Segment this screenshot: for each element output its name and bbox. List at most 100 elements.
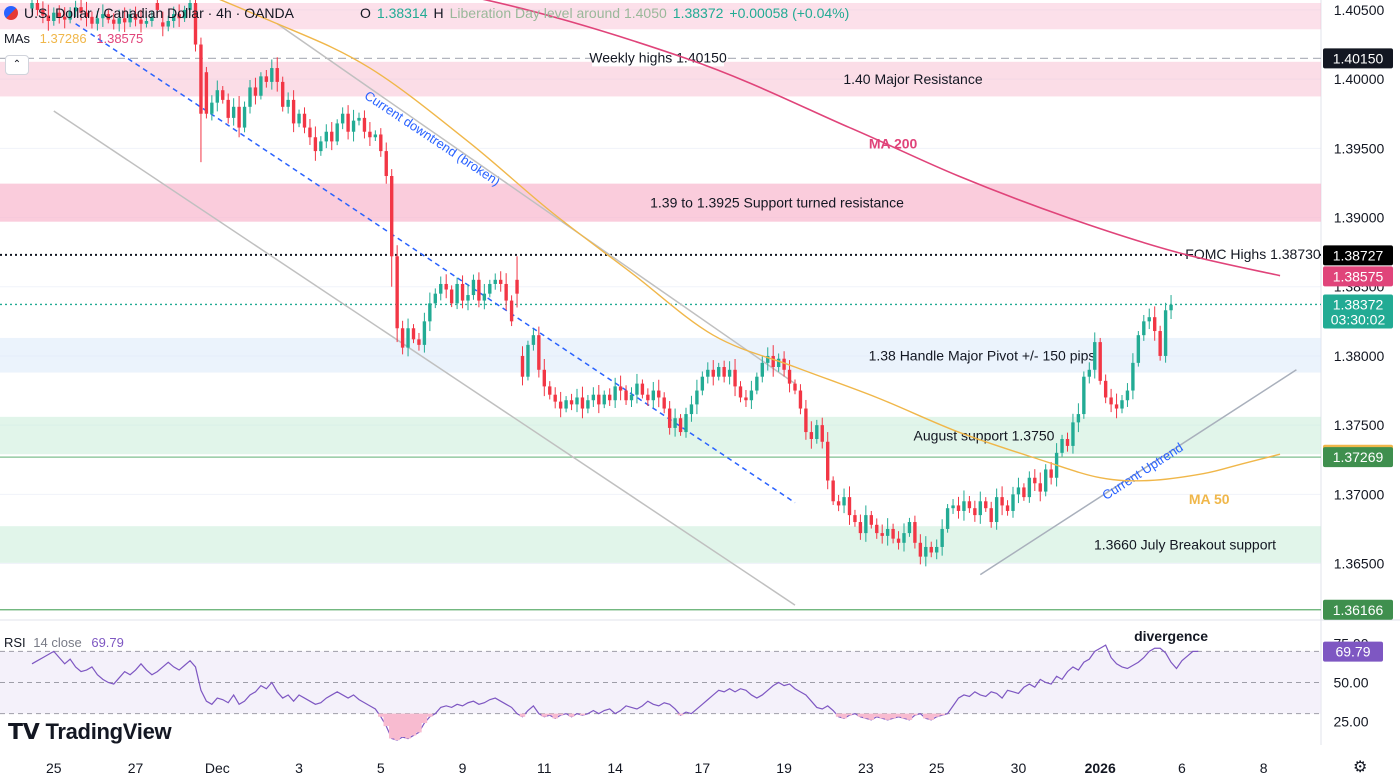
candle-body	[891, 528, 895, 539]
candle-body	[226, 99, 230, 118]
candle-body	[1153, 317, 1157, 332]
zone-resistance	[0, 61, 1321, 97]
candle-body	[766, 355, 770, 363]
candle-body	[172, 14, 176, 21]
time-tick-label: 14	[607, 760, 623, 776]
candle-body	[57, 12, 61, 17]
candle-body	[967, 501, 972, 509]
candle-body	[488, 283, 492, 294]
candle-body	[771, 355, 775, 368]
time-tick-label: 25	[929, 760, 945, 776]
time-tick-label: 8	[1260, 760, 1268, 776]
ohlc-change: +0.00058 (+0.04%)	[729, 5, 850, 21]
candle-body	[994, 497, 999, 523]
ohlc-high-label: H	[433, 5, 444, 21]
price-label-text: 1.36166	[1333, 602, 1384, 618]
candle-body	[869, 515, 873, 525]
zone-label: August support 1.3750	[914, 428, 1055, 444]
candle-body	[291, 99, 296, 124]
candle-body	[842, 497, 846, 506]
zone-label: 1.40 Major Resistance	[843, 71, 983, 87]
candle-body	[161, 22, 165, 27]
candle-body	[749, 390, 754, 401]
candle-body	[602, 394, 606, 405]
candle-body	[973, 508, 977, 516]
candle-body	[940, 528, 944, 547]
candle-body	[935, 546, 939, 553]
candle-body	[182, 9, 187, 19]
candle-body	[215, 90, 219, 103]
rsi-legend-value: 69.79	[91, 635, 124, 650]
price-label-text: 1.38372	[1333, 296, 1384, 312]
candle-body	[673, 418, 677, 428]
ma-legend[interactable]: MAs 1.37286 1.38575	[4, 31, 143, 46]
candle-body	[586, 400, 590, 409]
price-label-box	[1323, 245, 1393, 266]
ma200-legend-value: 1.38575	[96, 31, 144, 46]
rsi-legend[interactable]: RSI 14 close 69.79	[4, 635, 124, 650]
candle-body	[449, 289, 454, 304]
candle-body	[351, 120, 356, 132]
candle-body	[526, 344, 530, 377]
price-tick-label: 1.38000	[1334, 348, 1385, 364]
gear-icon[interactable]: ⚙	[1353, 759, 1368, 776]
candle-body	[907, 522, 912, 534]
candle-body	[346, 113, 350, 132]
candle-body	[569, 400, 574, 405]
candle-body	[433, 293, 437, 304]
candle-body	[68, 11, 72, 20]
candle-body	[193, 3, 198, 45]
candle-body	[253, 87, 258, 96]
candle-body	[422, 321, 427, 345]
candle-body	[199, 44, 203, 114]
hline-label-bg	[1187, 246, 1319, 263]
tradingview-logo[interactable]: 𝗧𝗩 TradingView	[8, 719, 172, 745]
candle-body	[836, 501, 841, 506]
candle-body	[1131, 362, 1135, 391]
annotation-label: MA 50	[1189, 491, 1230, 507]
candle-body	[537, 335, 541, 370]
candle-body	[460, 283, 465, 301]
candle-body	[548, 386, 552, 395]
candle-body	[1142, 321, 1146, 336]
brand-text: TradingView	[45, 719, 172, 744]
time-tick-label: 6	[1178, 760, 1186, 776]
price-axis[interactable]: 1.405001.400001.395001.390001.385001.380…	[1323, 2, 1393, 620]
candle-body	[231, 106, 236, 118]
rsi-value-box	[1323, 641, 1383, 662]
candle-body	[477, 279, 481, 301]
symbol-header[interactable]: U.S. Dollar / Canadian Dollar · 4h · OAN…	[4, 5, 849, 21]
candle-body	[1033, 477, 1037, 484]
candle-body	[128, 14, 132, 23]
candle-body	[335, 123, 339, 142]
zone-label: 1.39 to 1.3925 Support turned resistance	[650, 195, 904, 211]
candle-body	[95, 18, 100, 24]
candle-body	[1103, 380, 1108, 398]
price-tick-label: 1.37500	[1334, 417, 1385, 433]
candle-body	[624, 390, 628, 401]
candle-body	[204, 72, 209, 114]
symbol-title[interactable]: U.S. Dollar / Canadian Dollar · 4h · OAN…	[24, 5, 294, 21]
candle-body	[798, 390, 803, 409]
collapse-legend-chevron-icon[interactable]: ⌃	[5, 55, 29, 75]
time-tick-label: 2026	[1085, 760, 1116, 776]
candle-body	[275, 68, 279, 82]
candle-body	[700, 376, 705, 391]
candle-body	[896, 538, 901, 543]
zone-support	[0, 416, 1321, 455]
candle-body	[531, 335, 536, 345]
ma50-legend-value: 1.37286	[39, 31, 87, 46]
candle-body	[504, 283, 508, 301]
candle-body	[984, 501, 988, 509]
candle-body	[558, 401, 563, 409]
candle-body	[831, 480, 835, 502]
candle-body	[471, 279, 476, 296]
time-axis[interactable]: 25 27 Dec 3 5 9 11 14 17 19 23 25 30 2026 6 8	[46, 760, 1268, 776]
candle-body	[744, 397, 748, 401]
price-label-box	[1323, 294, 1393, 329]
candle-body	[1087, 369, 1091, 377]
candle-body	[1044, 469, 1048, 492]
candle-body	[139, 19, 143, 24]
